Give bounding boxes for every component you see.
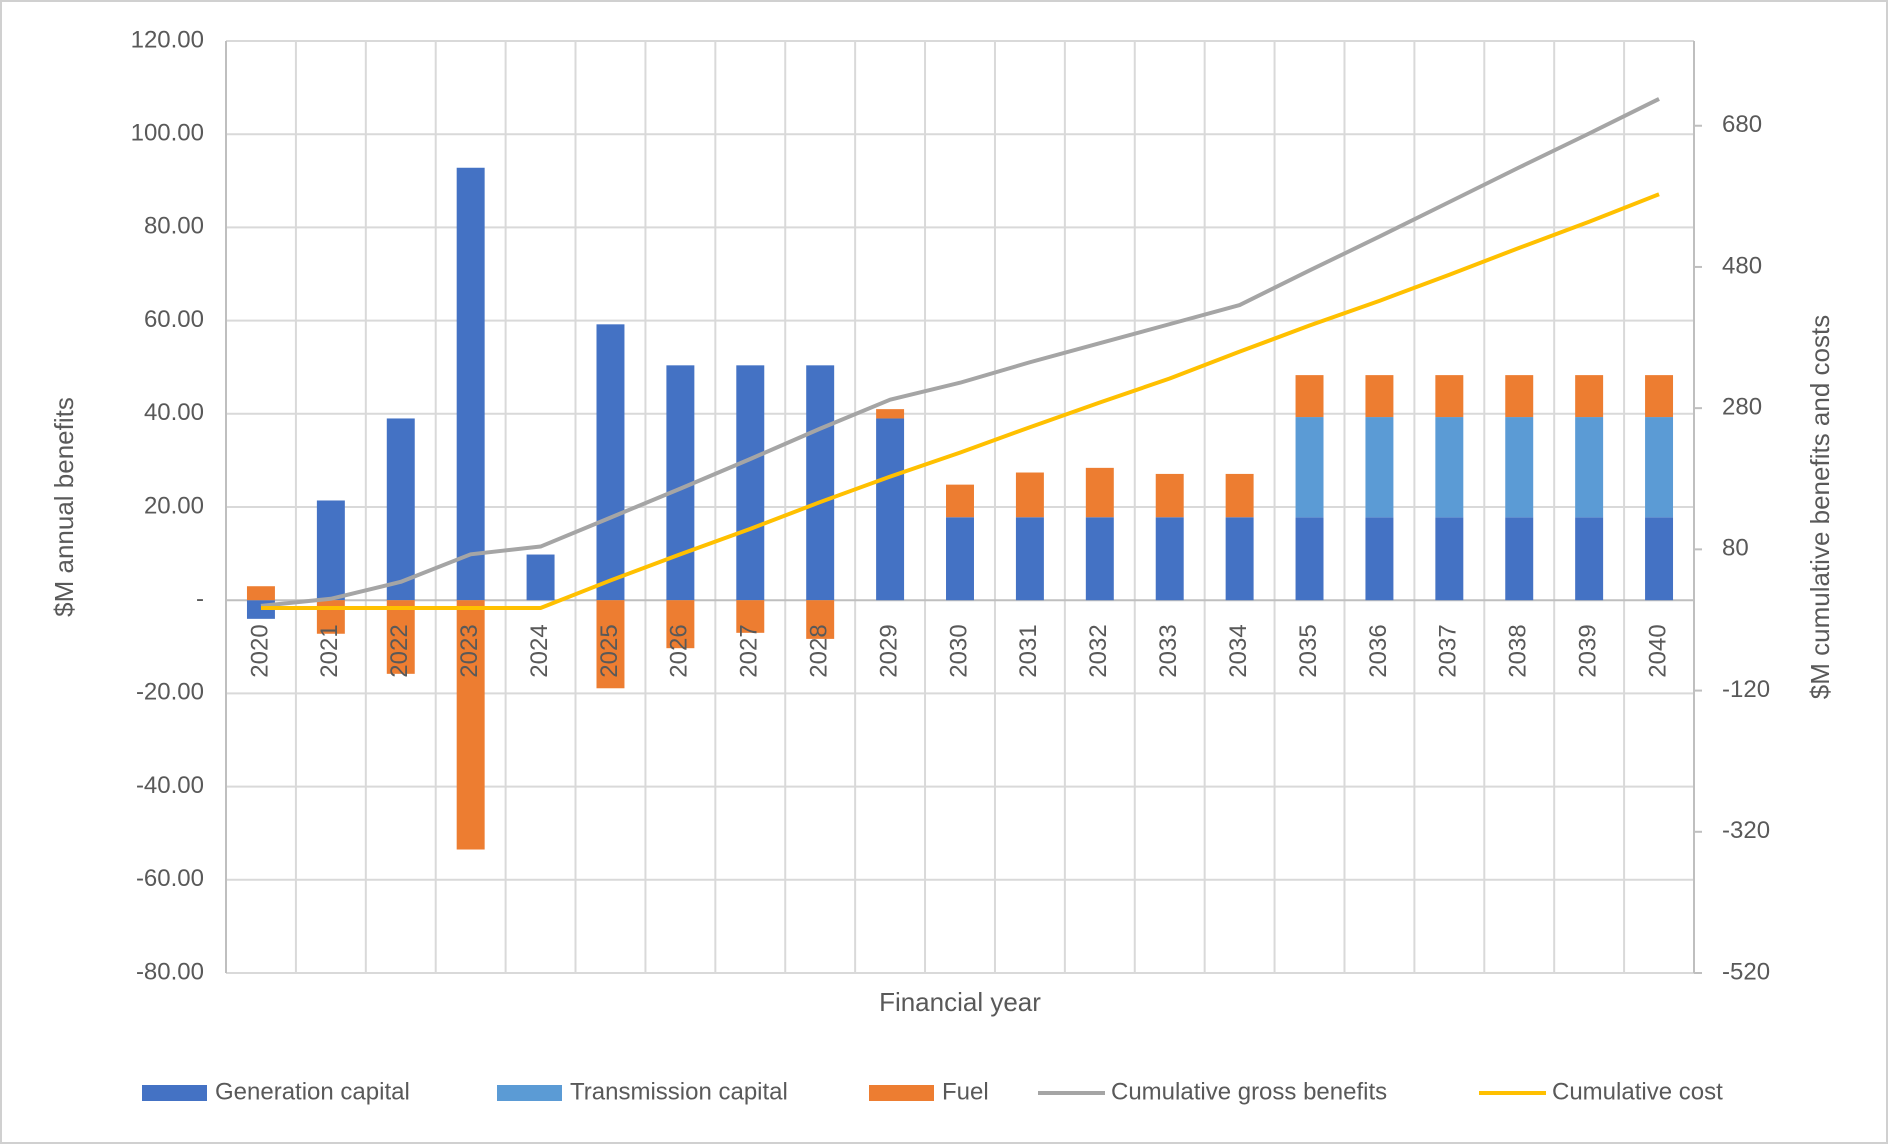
x-tick-label: 2028 — [806, 624, 833, 677]
bar — [456, 600, 485, 850]
x-tick-label: 2040 — [1644, 624, 1671, 677]
bar — [806, 365, 835, 601]
bar — [1365, 375, 1394, 418]
bar — [386, 418, 415, 601]
y2-tick-label: 680 — [1722, 111, 1762, 138]
x-tick-label: 2021 — [316, 624, 343, 677]
bar — [1155, 473, 1184, 518]
x-tick-label: 2032 — [1085, 624, 1112, 677]
bar — [1295, 375, 1324, 418]
bar — [1225, 473, 1254, 518]
bar — [1015, 472, 1044, 518]
bar — [1365, 517, 1394, 601]
bar — [1645, 375, 1674, 418]
bar — [1085, 467, 1114, 518]
y-tick-label: - — [196, 586, 204, 613]
bar — [596, 324, 625, 601]
bar — [1575, 517, 1604, 601]
y-tick-label: -80.00 — [136, 958, 204, 985]
x-tick-label: 2035 — [1295, 624, 1322, 677]
legend-label: Fuel — [942, 1078, 989, 1105]
bar — [666, 600, 695, 649]
y-tick-label: 100.00 — [131, 120, 204, 147]
x-tick-label: 2031 — [1015, 624, 1042, 677]
bar — [1085, 517, 1114, 601]
y-axis-title: $M annual benefits — [49, 397, 79, 617]
y-tick-label: -60.00 — [136, 865, 204, 892]
y2-tick-label: -320 — [1722, 817, 1770, 844]
bar — [876, 409, 905, 419]
legend-marker — [869, 1085, 934, 1101]
y2-tick-label: 80 — [1722, 535, 1749, 562]
x-tick-label: 2025 — [596, 624, 623, 677]
y-tick-label: 40.00 — [144, 399, 204, 426]
x-tick-label: 2024 — [526, 624, 553, 677]
x-tick-label: 2020 — [246, 624, 273, 677]
y2-tick-label: 280 — [1722, 393, 1762, 420]
bar — [1435, 517, 1464, 601]
bar — [386, 600, 415, 674]
bar — [736, 600, 765, 633]
bar — [526, 554, 555, 601]
line — [260, 97, 1660, 608]
y2-axis-title: $M cumulative benefits and costs — [1805, 315, 1835, 699]
legend-label: Cumulative gross benefits — [1111, 1078, 1387, 1105]
bar — [1645, 417, 1674, 518]
bar — [1435, 375, 1464, 418]
x-tick-label: 2022 — [386, 624, 413, 677]
bar — [1575, 375, 1604, 418]
bar — [1015, 517, 1044, 601]
bar — [1435, 417, 1464, 518]
x-tick-label: 2023 — [456, 624, 483, 677]
bar — [876, 418, 905, 601]
legend-label: Transmission capital — [570, 1078, 788, 1105]
bar — [806, 600, 835, 639]
y-tick-label: -40.00 — [136, 772, 204, 799]
bar — [1295, 517, 1324, 601]
bar — [1295, 417, 1324, 518]
x-tick-label: 2026 — [666, 624, 693, 677]
y2-tick-label: -120 — [1722, 676, 1770, 703]
legend-marker — [142, 1085, 207, 1101]
x-tick-label: 2030 — [945, 624, 972, 677]
bar — [1575, 417, 1604, 518]
bar — [1225, 517, 1254, 601]
bar — [316, 600, 345, 634]
x-tick-label: 2029 — [875, 624, 902, 677]
x-tick-label: 2036 — [1365, 624, 1392, 677]
bar — [1505, 517, 1534, 601]
x-tick-label: 2037 — [1435, 624, 1462, 677]
bar — [1365, 417, 1394, 518]
bar — [1505, 375, 1534, 418]
y-tick-label: -20.00 — [136, 679, 204, 706]
x-tick-label: 2027 — [736, 624, 763, 677]
y-tick-label: 20.00 — [144, 492, 204, 519]
bar — [246, 586, 275, 601]
legend-label: Cumulative cost — [1552, 1078, 1723, 1105]
x-tick-label: 2038 — [1505, 624, 1532, 677]
legend-marker — [497, 1085, 562, 1101]
bar — [946, 484, 974, 518]
bar — [316, 500, 345, 601]
line — [260, 192, 1660, 610]
bar — [736, 365, 765, 601]
x-tick-label: 2033 — [1155, 624, 1182, 677]
y-tick-label: 120.00 — [131, 26, 204, 53]
bar — [456, 167, 485, 601]
y2-tick-label: 480 — [1722, 252, 1762, 279]
y-tick-label: 60.00 — [144, 306, 204, 333]
x-tick-label: 2034 — [1225, 624, 1252, 677]
bar — [1645, 517, 1674, 601]
legend-label: Generation capital — [215, 1078, 410, 1105]
bar — [1155, 517, 1184, 601]
y2-tick-label: -520 — [1722, 958, 1770, 985]
bar — [946, 517, 974, 601]
y-tick-label: 80.00 — [144, 213, 204, 240]
x-tick-label: 2039 — [1574, 624, 1601, 677]
bar — [596, 600, 625, 689]
x-axis-title: Financial year — [879, 987, 1041, 1017]
bar — [1505, 417, 1534, 518]
